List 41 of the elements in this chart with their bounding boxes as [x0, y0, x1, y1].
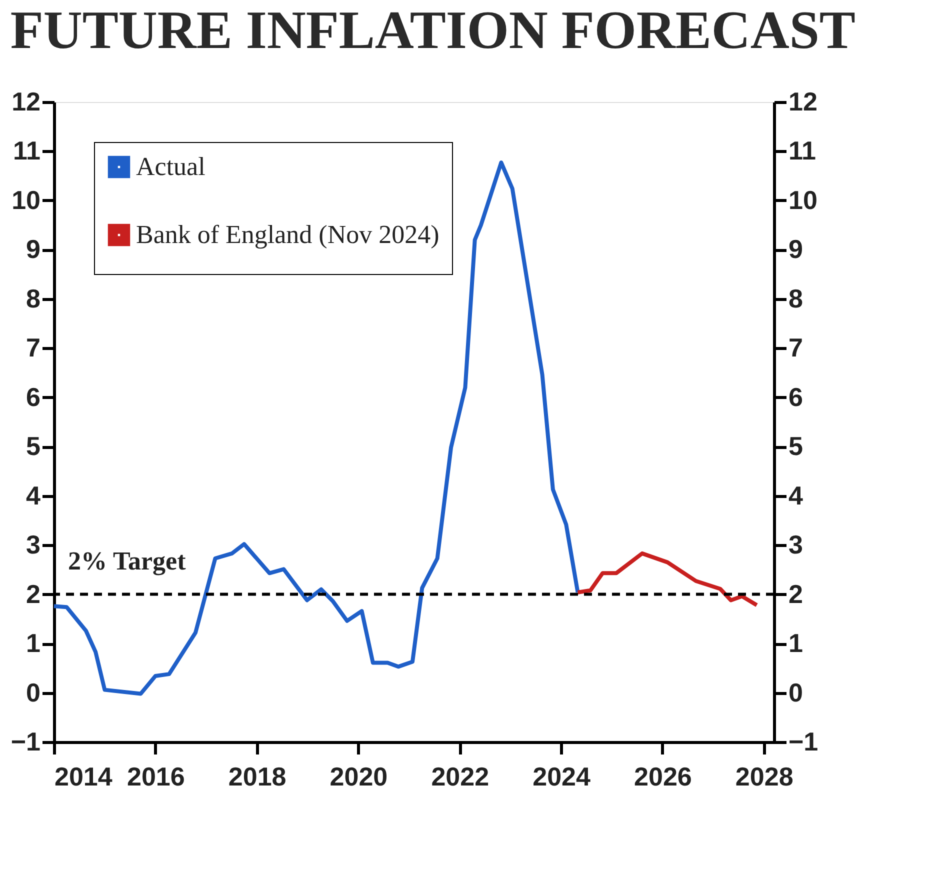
legend-label: Bank of England (Nov 2024): [136, 220, 440, 249]
ref-line-label: 2% Target: [68, 546, 186, 576]
x-tick-label: 2014: [54, 762, 113, 792]
y2-tick-label: 6: [788, 382, 803, 412]
y-tick-label: 6: [26, 382, 40, 412]
y-tick-label: 0: [26, 677, 40, 708]
y2-tick-label: 10: [788, 184, 818, 215]
x-tick-label: 2018: [228, 762, 286, 792]
y-tick-label: 2: [26, 578, 40, 609]
x-tick-label: 2026: [634, 762, 692, 792]
y2-tick-label: 9: [788, 234, 803, 264]
y2-tick-label: 11: [788, 136, 816, 166]
y-tick-label: 1: [26, 628, 40, 658]
y-tick-label: 5: [26, 431, 40, 462]
y-tick-label: 12: [12, 86, 40, 116]
y2-tick-label: 8: [788, 283, 803, 314]
y2-tick-label: 5: [788, 431, 803, 462]
y2-tick-label: 4: [788, 480, 804, 510]
y2-tick-label: 3: [788, 530, 803, 560]
x-tick-label: 2022: [431, 762, 490, 792]
y2-tick-label: 2: [788, 578, 803, 609]
x-tick-label: 2028: [735, 762, 794, 792]
line-series: [576, 551, 759, 608]
y-tick-label: 4: [26, 480, 42, 510]
x-tick-label: 2016: [126, 762, 185, 792]
x-tick-label: 2024: [532, 762, 591, 792]
x-tick-label: 2020: [330, 762, 388, 792]
y-tick-label: 3: [26, 530, 40, 560]
legend-label: Actual: [136, 152, 206, 181]
y2-tick-label: −1: [788, 726, 818, 756]
y-tick-label: −1: [10, 726, 40, 756]
y-tick-label: 9: [26, 234, 40, 264]
y-tick-label: 7: [26, 332, 40, 363]
y2-tick-label: 7: [788, 332, 803, 363]
y2-tick-label: 12: [788, 86, 818, 116]
y2-tick-label: 0: [788, 677, 803, 708]
chart-title: FUTURE INFLATION FORECAST: [10, 0, 856, 60]
y2-tick-label: 1: [788, 628, 803, 658]
y-tick-label: 8: [26, 283, 40, 314]
y-tick-label: 10: [12, 184, 40, 215]
y-tick-label: 11: [13, 136, 40, 166]
